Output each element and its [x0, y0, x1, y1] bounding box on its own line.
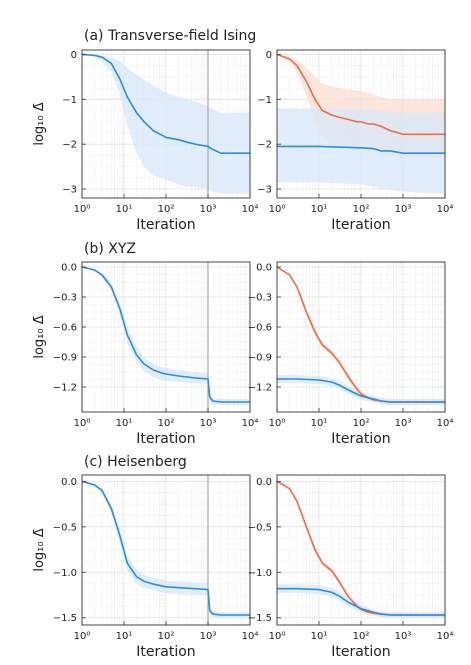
x-axis-label: Iteration: [136, 217, 195, 233]
y-tick-label: −3: [257, 185, 272, 196]
series-line-orange-0: [276, 53, 445, 136]
x-tick-label: 10⁴: [437, 631, 454, 642]
x-tick-label: 10¹: [311, 204, 328, 215]
y-tick-label: −1: [62, 95, 77, 106]
x-tick-label: 10¹: [116, 204, 133, 215]
y-tick-label: 0.0: [256, 263, 272, 274]
x-tick-label: 10²: [353, 204, 370, 215]
x-tick-label: 10³: [395, 204, 412, 215]
x-tick-label: 10⁰: [269, 204, 286, 215]
x-tick-label: 10⁰: [269, 631, 286, 642]
chart-a-right: 10⁰ 10¹ 10² 10³ 10⁴ 0 −1 −2 −3 Iteration: [257, 49, 454, 233]
y-tick-label: −0.6: [53, 323, 77, 334]
x-tick-label: 10⁴: [242, 204, 259, 215]
x-tick-label: 10⁴: [437, 418, 454, 429]
y-tick-label: −1: [257, 95, 272, 106]
x-axis-label: Iteration: [136, 644, 195, 660]
x-tick-label: 10⁴: [242, 631, 259, 642]
x-axis-label: Iteration: [331, 217, 390, 233]
y-tick-label: −1.5: [53, 613, 77, 624]
y-axis-label: log₁₀ Δ̄: [32, 528, 47, 571]
x-axis-label: Iteration: [136, 431, 195, 447]
y-tick-label: −1.2: [248, 383, 272, 394]
x-tick-label: 10¹: [116, 631, 133, 642]
x-tick-label: 10³: [200, 204, 217, 215]
y-tick-label: −0.6: [248, 323, 272, 334]
x-tick-label: 10⁰: [74, 204, 91, 215]
y-tick-label: −1.5: [248, 613, 272, 624]
x-tick-label: 10¹: [311, 631, 328, 642]
x-tick-label: 10¹: [116, 418, 133, 429]
x-tick-label: 10³: [200, 418, 217, 429]
confidence-band-blue-1: [277, 108, 445, 194]
panel-title-a: (a) Transverse-field Ising: [84, 28, 257, 44]
y-tick-label: 0: [71, 50, 77, 61]
y-tick-label: −1.2: [53, 383, 77, 394]
x-axis-label: Iteration: [331, 644, 390, 660]
chart-a-left: 10⁰ 10¹ 10² 10³ 10⁴ 0 −1 −2 −3 Iteration log₁₀ Δ̄: [32, 49, 259, 233]
series-line-blue-1: [277, 587, 445, 616]
panel-title-b: (b) XYZ: [84, 241, 136, 257]
y-tick-label: −3: [62, 185, 77, 196]
y-tick-label: 0.0: [61, 477, 77, 488]
y-axis-label: log₁₀ Δ̄: [32, 102, 47, 145]
y-tick-label: −0.3: [53, 293, 77, 304]
confidence-band-blue-1: [277, 584, 445, 618]
y-tick-label: 0.0: [256, 477, 272, 488]
x-tick-label: 10⁰: [74, 418, 91, 429]
y-tick-label: 0.0: [61, 263, 77, 274]
x-tick-label: 10²: [353, 418, 370, 429]
y-tick-label: −2: [257, 140, 272, 151]
x-tick-label: 10²: [158, 631, 175, 642]
series-line-blue-1: [277, 378, 445, 403]
x-tick-label: 10³: [200, 631, 217, 642]
y-tick-label: −0.3: [248, 293, 272, 304]
y-tick-label: −0.5: [53, 522, 77, 533]
y-tick-label: 0: [266, 50, 272, 61]
y-tick-label: −1.0: [53, 568, 77, 579]
y-tick-label: −1.0: [248, 568, 272, 579]
chart-c-right: 10⁰ 10¹ 10² 10³ 10⁴ 0.0 −0.5 −1.0 −1.5 Iteration: [248, 474, 454, 660]
x-tick-label: 10²: [158, 418, 175, 429]
series-line-blue-0: [81, 53, 250, 154]
confidence-band-blue-1: [277, 375, 445, 405]
y-tick-label: −0.5: [248, 522, 272, 533]
chart-b-right: 10⁰ 10¹ 10² 10³ 10⁴ 0.0 −0.3 −0.6 −0.9 −1.2 Iterat…: [248, 261, 454, 447]
y-axis-label: log₁₀ Δ̄: [32, 315, 47, 358]
confidence-band-blue-0: [82, 267, 250, 405]
x-tick-label: 10¹: [311, 418, 328, 429]
chart-c-left: 10⁰ 10¹ 10² 10³ 10⁴ 0.0 −0.5 −1.0 −1.5 Iteration l…: [32, 474, 259, 660]
y-tick-label: −0.9: [53, 353, 77, 364]
x-tick-label: 10³: [395, 631, 412, 642]
x-axis-label: Iteration: [331, 431, 390, 447]
x-tick-label: 10³: [395, 418, 412, 429]
panel-title-c: (c) Heisenberg: [84, 454, 187, 470]
series-line-blue-0: [81, 266, 250, 403]
y-tick-label: −2: [62, 140, 77, 151]
series-line-blue-0: [81, 480, 250, 616]
y-tick-label: −0.9: [248, 353, 272, 364]
x-tick-label: 10⁰: [74, 631, 91, 642]
x-tick-label: 10⁰: [269, 418, 286, 429]
x-tick-label: 10²: [158, 204, 175, 215]
chart-b-left: 10⁰ 10¹ 10² 10³ 10⁴ 0.0 −0.3 −0.6 −0.9 −1.2 Iterat…: [32, 261, 259, 447]
x-tick-label: 10²: [353, 631, 370, 642]
x-tick-label: 10⁴: [242, 418, 259, 429]
x-tick-label: 10⁴: [437, 204, 454, 215]
series-line-blue-1: [277, 145, 445, 154]
